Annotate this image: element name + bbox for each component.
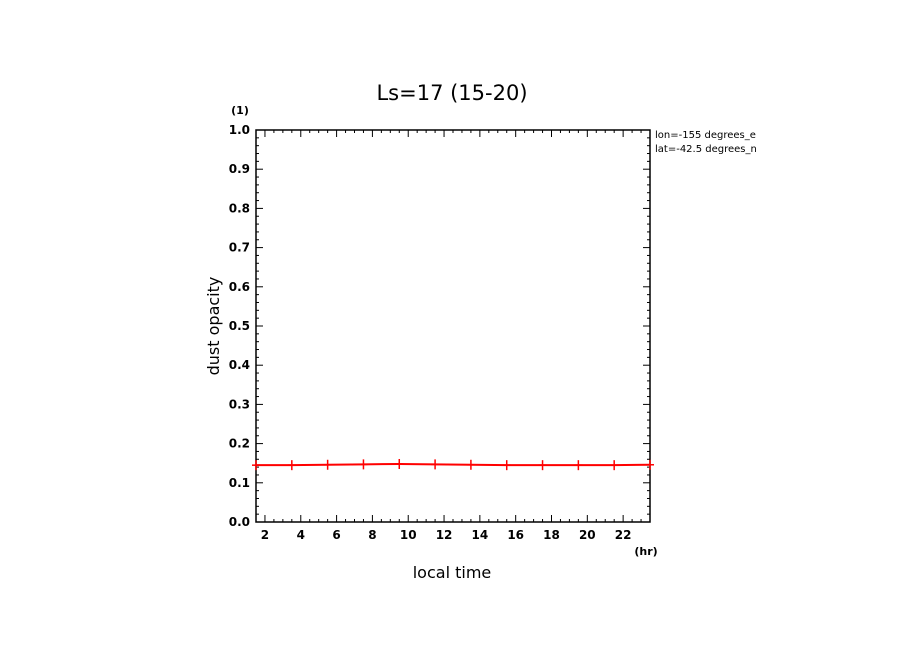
x-tick-label: 10 xyxy=(400,528,417,542)
x-tick-label: 14 xyxy=(472,528,489,542)
data-point xyxy=(431,459,440,470)
annotation-lat: lat=-42.5 degrees_n xyxy=(655,144,757,155)
y-tick-label: 0.0 xyxy=(229,515,250,529)
x-axis-title: local time xyxy=(413,563,492,582)
data-point xyxy=(466,459,475,470)
data-point xyxy=(395,458,404,469)
annotation-lon: lon=-155 degrees_e xyxy=(655,130,756,141)
y-tick-label: 0.7 xyxy=(229,241,250,255)
x-tick-label: 4 xyxy=(297,528,305,542)
y-tick-label: 0.4 xyxy=(229,358,250,372)
data-point xyxy=(359,459,368,470)
x-axis-unit: (hr) xyxy=(634,545,657,558)
y-tick-label: 1.0 xyxy=(229,123,250,137)
y-axis-title: dust opacity xyxy=(204,277,223,376)
plot-frame xyxy=(255,129,651,523)
x-tick-label: 16 xyxy=(507,528,524,542)
data-point xyxy=(538,460,547,471)
data-point xyxy=(646,459,654,470)
x-tick-label: 20 xyxy=(579,528,596,542)
data-point xyxy=(502,460,511,471)
data-point xyxy=(574,460,583,471)
x-tick-label: 6 xyxy=(332,528,340,542)
y-tick-label: 0.3 xyxy=(229,397,250,411)
y-tick-label: 0.9 xyxy=(229,162,250,176)
series-group xyxy=(252,458,654,471)
y-tick-label: 0.1 xyxy=(229,476,250,490)
y-tick-label: 0.8 xyxy=(229,201,250,215)
axis-ticks: 0.0 0.1 0.2 0.3 0.4 0.5 0.6 0.7 0.8 0.9 1.0 2 4 6 8 10 1… xyxy=(229,123,650,542)
y-tick-label: 0.2 xyxy=(229,437,250,451)
y-axis-unit: (1) xyxy=(231,104,249,117)
x-tick-label: 18 xyxy=(543,528,560,542)
y-tick-label: 0.6 xyxy=(229,280,250,294)
x-tick-label: 8 xyxy=(368,528,376,542)
data-point xyxy=(287,460,296,471)
chart-title: Ls=17 (15-20) xyxy=(376,81,527,105)
y-tick-label: 0.5 xyxy=(229,319,250,333)
data-point xyxy=(252,460,260,471)
series-line xyxy=(256,462,651,467)
x-tick-label: 22 xyxy=(615,528,632,542)
x-tick-label: 2 xyxy=(261,528,269,542)
data-point xyxy=(610,460,619,471)
data-point xyxy=(323,459,332,470)
x-tick-label: 12 xyxy=(436,528,453,542)
